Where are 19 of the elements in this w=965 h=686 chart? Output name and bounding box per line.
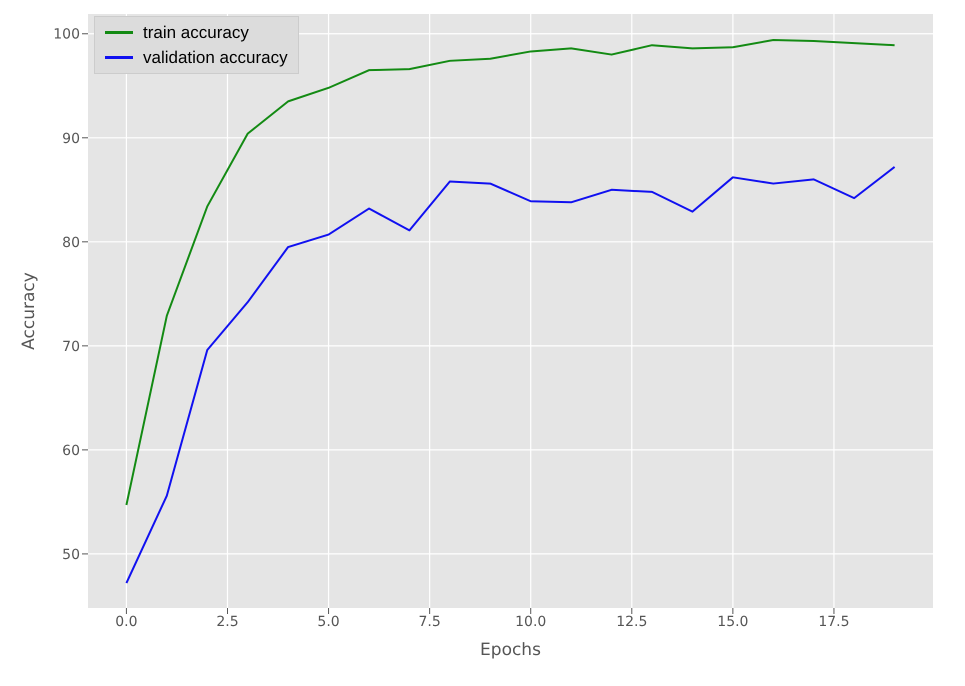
y-tick-label: 80 bbox=[62, 234, 80, 251]
x-tick-label: 2.5 bbox=[216, 614, 239, 630]
x-tick-label: 5.0 bbox=[317, 614, 340, 630]
x-axis-title: Epochs bbox=[480, 640, 542, 660]
y-axis-title: Accuracy bbox=[19, 272, 40, 350]
x-tick-label: 12.5 bbox=[616, 614, 648, 630]
y-tick-label: 50 bbox=[62, 546, 80, 563]
line-series bbox=[125, 166, 896, 584]
y-tick-label: 90 bbox=[62, 130, 80, 147]
x-tick-label: 15.0 bbox=[717, 614, 748, 630]
legend-label: validation accuracy bbox=[143, 47, 288, 69]
y-tick-label: 60 bbox=[62, 442, 80, 459]
x-tick-label: 7.5 bbox=[418, 614, 441, 630]
y-tick-label: 70 bbox=[62, 338, 80, 355]
x-tick-label: 17.5 bbox=[818, 614, 850, 630]
x-tick-label: 10.0 bbox=[515, 614, 546, 630]
x-tick-label: 0.0 bbox=[115, 614, 138, 630]
legend-label: train accuracy bbox=[143, 22, 249, 44]
y-tick-label: 100 bbox=[53, 26, 80, 43]
